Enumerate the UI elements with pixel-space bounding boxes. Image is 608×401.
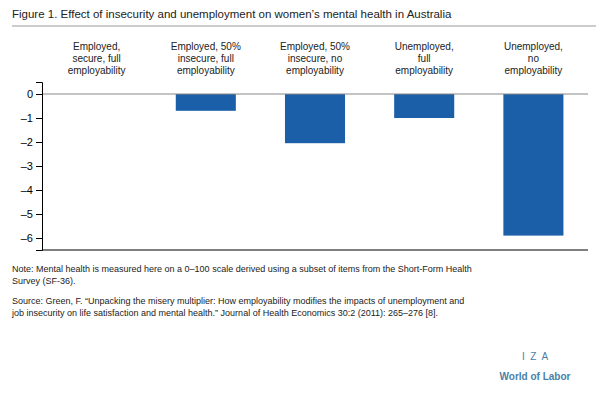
y-axis-line — [36, 83, 43, 251]
y-tick-mark — [36, 142, 42, 143]
y-tick-mark — [36, 238, 42, 239]
text-line: World of Labor — [500, 371, 571, 382]
text-line: secure, full — [72, 53, 120, 64]
text-line: Source: Green, F. “Unpacking the misery … — [12, 296, 464, 306]
y-tick-mark — [36, 166, 42, 167]
bars — [176, 94, 564, 236]
y-tick-label: –5 — [21, 208, 33, 220]
y-tick: –5 — [21, 208, 42, 220]
bar — [503, 94, 563, 236]
text-line: employability — [286, 65, 344, 76]
text-line: employability — [504, 65, 562, 76]
text-line: employability — [395, 65, 453, 76]
y-tick-label: –6 — [21, 232, 33, 244]
annotation: World of Labor — [500, 371, 571, 382]
y-tick-label: –3 — [21, 160, 33, 172]
category-labels: Employed,secure, fullemployabilityEmploy… — [68, 41, 563, 76]
y-tick: –6 — [21, 232, 42, 244]
text-line: employability — [177, 65, 235, 76]
annotation: Source: Green, F. “Unpacking the misery … — [11, 296, 464, 318]
y-tick-mark — [36, 190, 42, 191]
text-line: no — [528, 53, 540, 64]
title: Figure 1. Effect of insecurity and unemp… — [12, 8, 452, 20]
category-label: Employed, 50%insecure, fullemployability — [171, 41, 241, 76]
y-tick-label: –2 — [21, 136, 33, 148]
annotation: Note: Mental health is measured here on … — [12, 264, 472, 286]
y-tick-label: –1 — [21, 112, 33, 124]
x-axis-line — [42, 250, 588, 251]
text-line: job insecurity on life satisfaction and … — [11, 308, 438, 318]
y-tick: –3 — [21, 160, 42, 172]
text-line: insecure, no — [288, 53, 343, 64]
y-tick: 0 — [27, 88, 42, 100]
text-line: Unemployed, — [504, 41, 563, 52]
category-label: Unemployed,noemployability — [504, 41, 563, 76]
y-tick: –1 — [21, 112, 42, 124]
title-rule — [12, 26, 596, 27]
text-line: Note: Mental health is measured here on … — [12, 264, 472, 274]
chart: Figure 1. Effect of insecurity and unemp… — [0, 0, 608, 401]
text-line: Employed, 50% — [280, 41, 350, 52]
category-label: Unemployed,fullemployability — [395, 41, 454, 76]
text-line: employability — [68, 65, 126, 76]
zero-line — [42, 94, 588, 95]
y-tick: –2 — [21, 136, 42, 148]
category-label: Employed, 50%insecure, noemployability — [280, 41, 350, 76]
bar — [394, 94, 454, 118]
text-line: Survey (SF-36). — [12, 276, 76, 286]
y-tick-label: 0 — [27, 88, 33, 100]
text-line: Employed, 50% — [171, 41, 241, 52]
y-tick-mark — [36, 118, 42, 119]
text-line: Unemployed, — [395, 41, 454, 52]
y-tick: –4 — [21, 184, 42, 196]
y-axis: 0 –1 –2 –3 –4 –5 –6 — [21, 83, 43, 251]
bar — [176, 94, 236, 111]
bar — [285, 94, 345, 143]
y-tick-mark — [36, 214, 42, 215]
y-tick-label: –4 — [21, 184, 33, 196]
text-line: full — [418, 53, 431, 64]
text-line: insecure, full — [178, 53, 234, 64]
text-line: Employed, — [73, 41, 120, 52]
y-tick-mark — [36, 94, 42, 95]
text-line: I Z A — [522, 351, 548, 362]
category-label: Employed,secure, fullemployability — [68, 41, 126, 76]
annotation: I Z A — [522, 351, 548, 362]
